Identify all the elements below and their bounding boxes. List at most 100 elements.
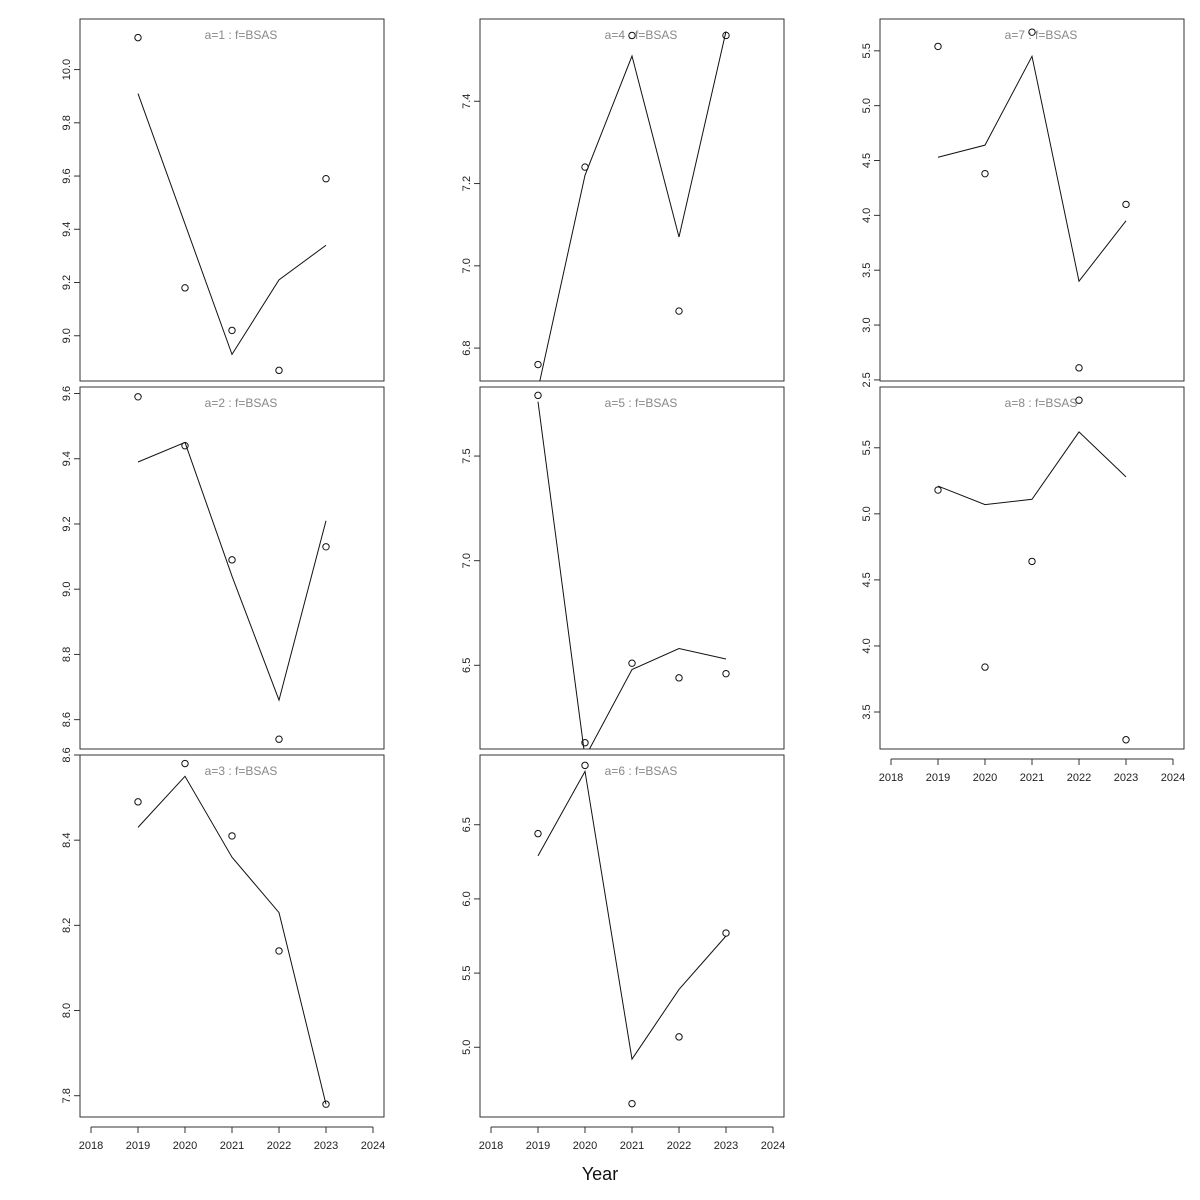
y-tick-label: 3.0 xyxy=(861,317,873,332)
observed-point xyxy=(628,31,636,40)
x-axis-title: Year xyxy=(582,1164,618,1184)
observed-point xyxy=(181,759,189,768)
observed-point xyxy=(981,169,989,178)
observed-point xyxy=(1122,200,1130,209)
observed-point xyxy=(322,175,330,183)
y-tick-label: 4.0 xyxy=(861,638,873,653)
x-tick-label: 2018 xyxy=(79,1140,103,1152)
panel-a7: a=7 : f=BSAS 2.5 3.0 3.5 4.0 4.5 5.0 5.5 xyxy=(861,18,1185,388)
y-tick-label: 9.4 xyxy=(61,451,73,466)
y-tick-label: 9.6 xyxy=(61,168,73,183)
panel-frame xyxy=(879,18,1185,382)
observed-point xyxy=(675,307,683,315)
x-tick-label: 2019 xyxy=(926,772,950,784)
panel-a5: a=5 : f=BSAS 6.5 7.0 7.5 xyxy=(461,386,785,750)
observed-point xyxy=(675,1033,683,1041)
x-tick-label: 2018 xyxy=(879,772,903,784)
y-tick-label: 9.4 xyxy=(61,222,73,237)
observed-point xyxy=(581,163,589,171)
y-tick-label: 5.5 xyxy=(461,965,473,980)
observed-point xyxy=(981,663,989,671)
observed-point xyxy=(722,929,730,937)
observed-point xyxy=(628,659,636,667)
y-tick-label: 3.5 xyxy=(861,704,873,719)
y-tick-label: 4.5 xyxy=(861,572,873,587)
observed-point xyxy=(275,735,283,743)
panel-frame xyxy=(79,386,385,750)
y-tick-label: 7.0 xyxy=(461,553,473,568)
observed-point xyxy=(934,486,942,494)
y-tick-label: 9.6 xyxy=(61,386,73,401)
x-tick-label: 2020 xyxy=(573,1140,597,1152)
x-tick-label: 2019 xyxy=(526,1140,550,1152)
observed-point xyxy=(722,31,730,40)
panel-frame xyxy=(79,18,385,382)
panel-frame xyxy=(879,386,1185,750)
x-tick-label: 2024 xyxy=(361,1140,385,1152)
x-tick-label: 2024 xyxy=(1161,772,1185,784)
panel-title: a=8 : f=BSAS xyxy=(1005,396,1078,410)
y-tick-label: 8.6 xyxy=(61,747,73,762)
panel-frame xyxy=(479,754,785,1118)
y-tick-label: 9.2 xyxy=(61,516,73,531)
x-tick-label: 2019 xyxy=(126,1140,150,1152)
panel-title: a=7 : f=BSAS xyxy=(1005,28,1078,42)
observed-point xyxy=(228,556,236,564)
y-tick-label: 5.0 xyxy=(861,98,873,113)
observed-point xyxy=(275,947,283,955)
observed-point xyxy=(134,798,142,806)
observed-point xyxy=(1028,557,1036,566)
panel-frame xyxy=(479,18,785,382)
x-tick-label: 2023 xyxy=(1114,772,1138,784)
observed-point xyxy=(722,669,730,678)
x-tick-label: 2022 xyxy=(267,1140,291,1152)
panel-a3: a=3 : f=BSAS 7.8 8.0 8.2 8.4 8.6 2018 2019 2020 2… xyxy=(61,747,385,1152)
observed-point xyxy=(228,326,236,335)
y-tick-label: 6.5 xyxy=(461,817,473,832)
observed-point xyxy=(275,366,283,375)
observed-point xyxy=(322,543,330,551)
observed-point xyxy=(134,33,142,42)
y-tick-label: 8.0 xyxy=(61,1003,73,1018)
x-tick-label: 2020 xyxy=(973,772,997,784)
y-tick-label: 4.0 xyxy=(861,208,873,223)
observed-point xyxy=(581,739,589,747)
y-tick-label: 6.0 xyxy=(461,891,473,906)
fitted-series-line xyxy=(137,93,327,356)
observed-point xyxy=(534,829,542,838)
x-tick-label: 2021 xyxy=(1020,772,1044,784)
observed-point xyxy=(1075,396,1083,404)
x-tick-label: 2022 xyxy=(667,1140,691,1152)
y-tick-label: 9.2 xyxy=(61,275,73,290)
observed-point xyxy=(322,1100,330,1108)
y-tick-label: 6.8 xyxy=(461,340,473,355)
panel-a8: a=8 : f=BSAS 3.5 4.0 4.5 5.0 5.5 2018 2019 2020 2… xyxy=(861,386,1185,784)
observed-point xyxy=(1028,28,1036,36)
panel-frame xyxy=(79,754,385,1118)
chart-panels: a=1 : f=BSAS 9.0 9.2 9.4 9.6 9.8 10.0 a=2 : f=B… xyxy=(61,18,1185,1152)
y-tick-label: 8.8 xyxy=(61,647,73,662)
observed-point xyxy=(534,391,542,400)
fitted-series-line xyxy=(539,31,727,381)
fitted-series-line xyxy=(937,54,1127,283)
y-tick-label: 8.2 xyxy=(61,918,73,933)
y-tick-label: 9.8 xyxy=(61,115,73,130)
x-tick-label: 2020 xyxy=(173,1140,197,1152)
y-tick-label: 7.2 xyxy=(461,176,473,191)
x-tick-label: 2018 xyxy=(479,1140,503,1152)
panel-title: a=1 : f=BSAS xyxy=(205,28,278,42)
panel-a6: a=6 : f=BSAS 5.0 5.5 6.0 6.5 2018 2019 2020 2021… xyxy=(461,754,785,1152)
x-tick-label: 2023 xyxy=(714,1140,738,1152)
fitted-series-line xyxy=(137,441,327,702)
y-tick-label: 9.0 xyxy=(61,582,73,597)
observed-point xyxy=(534,360,542,369)
fitted-series-line xyxy=(937,431,1127,506)
panel-title: a=3 : f=BSAS xyxy=(205,764,278,778)
observed-point xyxy=(181,284,189,292)
observed-point xyxy=(934,42,942,51)
fitted-series-line xyxy=(537,769,727,1061)
y-tick-label: 8.4 xyxy=(61,833,73,848)
observed-point xyxy=(675,674,683,682)
fitted-series-line xyxy=(537,401,727,749)
